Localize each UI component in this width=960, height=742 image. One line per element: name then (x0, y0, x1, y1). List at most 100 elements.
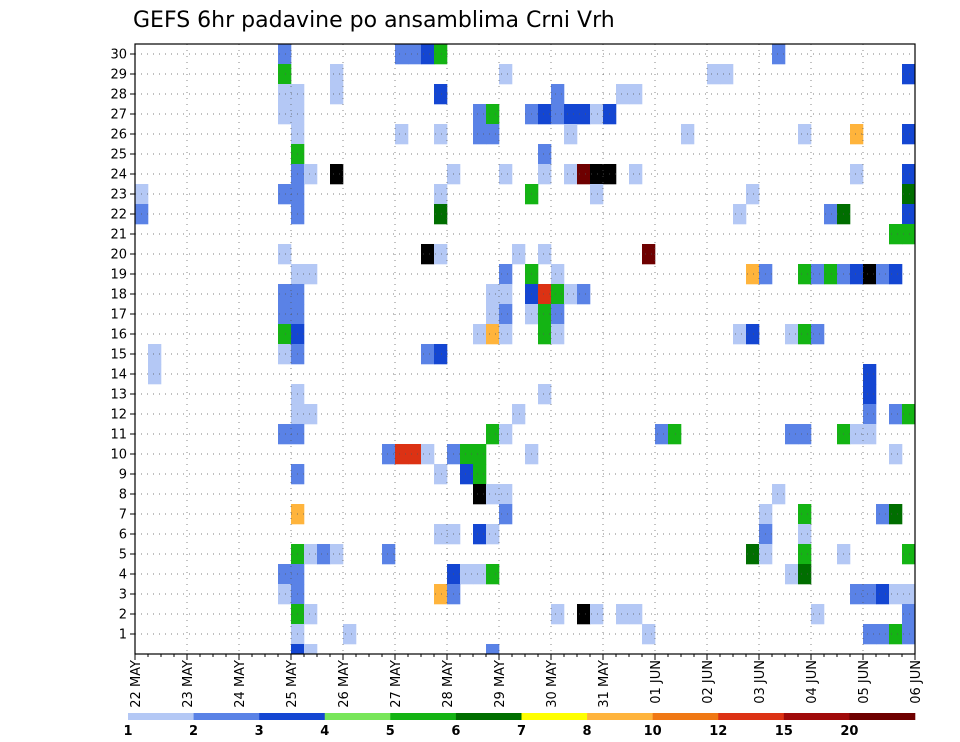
colorbar-segment (194, 713, 260, 720)
y-tick-label: 9 (119, 468, 127, 483)
colorbar-label: 12 (709, 724, 727, 739)
y-tick-label: 14 (110, 368, 127, 383)
y-tick-label: 6 (119, 528, 127, 543)
colorbar-segment (390, 713, 456, 720)
x-tick-label: 23 MAY (181, 660, 196, 708)
heatmap-cell (798, 544, 811, 564)
heatmap-cell (421, 44, 434, 64)
colorbar-segment (259, 713, 325, 720)
x-tick-label: 01 JUN (649, 660, 664, 704)
heatmap-cell (564, 104, 577, 124)
heatmap-cell (421, 344, 434, 364)
heatmap-cell (473, 444, 486, 464)
heatmap-cell (863, 624, 876, 644)
heatmap-cell (421, 244, 434, 264)
x-tick-label: 30 MAY (545, 660, 560, 708)
y-tick-label: 15 (110, 348, 127, 363)
y-tick-label: 26 (110, 128, 127, 143)
heatmap-cell (395, 44, 408, 64)
heatmap-cell (889, 404, 902, 424)
heatmap-cell (642, 624, 655, 644)
heatmap-cell (486, 284, 499, 304)
heatmap-cell (889, 504, 902, 524)
heatmap-cell (551, 104, 564, 124)
heatmap-cell (876, 504, 889, 524)
heatmap-cell (499, 504, 512, 524)
x-tick-label: 04 JUN (805, 660, 820, 704)
y-tick-label: 11 (110, 428, 127, 443)
heatmap-cell (330, 84, 343, 104)
heatmap-cell (577, 164, 590, 184)
heatmap-cell (551, 304, 564, 324)
heatmap-cell (473, 484, 486, 504)
colorbar-label: 10 (644, 724, 662, 739)
colorbar-segment (784, 713, 850, 720)
heatmap-cell (655, 424, 668, 444)
y-tick-label: 7 (119, 508, 127, 523)
y-tick-label: 1 (119, 628, 127, 643)
heatmap-cell (629, 604, 642, 624)
x-tick-label: 22 MAY (129, 660, 144, 708)
heatmap-cell (798, 424, 811, 444)
y-tick-label: 18 (110, 288, 127, 303)
heatmap-cell (733, 204, 746, 224)
y-tick-label: 13 (110, 388, 127, 403)
heatmap-cell (499, 64, 512, 84)
colorbar-segment (325, 713, 391, 720)
heatmap-cell (486, 644, 499, 654)
heatmap-cell (798, 564, 811, 584)
y-tick-label: 29 (110, 68, 127, 83)
colorbar-segment (587, 713, 653, 720)
heatmap-cell (499, 484, 512, 504)
colorbar-segment (456, 713, 522, 720)
heatmap-cell (863, 404, 876, 424)
colorbar-label: 5 (386, 724, 395, 739)
heatmap-cell (486, 304, 499, 324)
heatmap-cell (486, 524, 499, 544)
heatmap-cells (135, 44, 915, 654)
y-tick-label: 8 (119, 488, 127, 503)
colorbar-segment (849, 713, 915, 720)
heatmap-cell (577, 284, 590, 304)
heatmap-cell (811, 264, 824, 284)
y-tick-label: 2 (119, 608, 127, 623)
heatmap-cell (499, 424, 512, 444)
heatmap-cell (785, 324, 798, 344)
heatmap-cell (577, 604, 590, 624)
heatmap-cell (876, 584, 889, 604)
y-tick-label: 24 (110, 168, 127, 183)
y-axis-ticks: 1234567891011121314151617181920212223242… (110, 48, 135, 643)
heatmap-cell (577, 104, 590, 124)
x-tick-label: 25 MAY (285, 660, 300, 708)
colorbar-segment (718, 713, 784, 720)
x-tick-label: 27 MAY (389, 660, 404, 708)
colorbar-segment (128, 713, 194, 720)
x-tick-label: 24 MAY (233, 660, 248, 708)
y-tick-label: 28 (110, 88, 127, 103)
y-tick-label: 16 (110, 328, 127, 343)
heatmap-cell (486, 424, 499, 444)
heatmap-cell (863, 424, 876, 444)
heatmap-cell (707, 64, 720, 84)
y-tick-label: 5 (119, 548, 127, 563)
heatmap-cell (408, 44, 421, 64)
heatmap-cell (811, 604, 824, 624)
heatmap-cell (473, 324, 486, 344)
heatmap-cell (629, 164, 642, 184)
heatmap-cell (733, 324, 746, 344)
colorbar-segment (653, 713, 719, 720)
heatmap-cell (486, 484, 499, 504)
x-tick-label: 05 JUN (857, 660, 872, 704)
heatmap-cell (486, 124, 499, 144)
x-axis-ticks: 22 MAY 23 MAY 24 MAY 25 MAY 26 MAY 27 MAY 28 M… (129, 654, 924, 708)
heatmap-cell (889, 584, 902, 604)
heatmap-cell (798, 124, 811, 144)
heatmap-cell (551, 284, 564, 304)
heatmap-cell (473, 124, 486, 144)
y-tick-label: 23 (110, 188, 127, 203)
colorbar-label: 15 (775, 724, 793, 739)
heatmap-cell (798, 524, 811, 544)
heatmap-cell (564, 164, 577, 184)
heatmap-cell (889, 624, 902, 644)
